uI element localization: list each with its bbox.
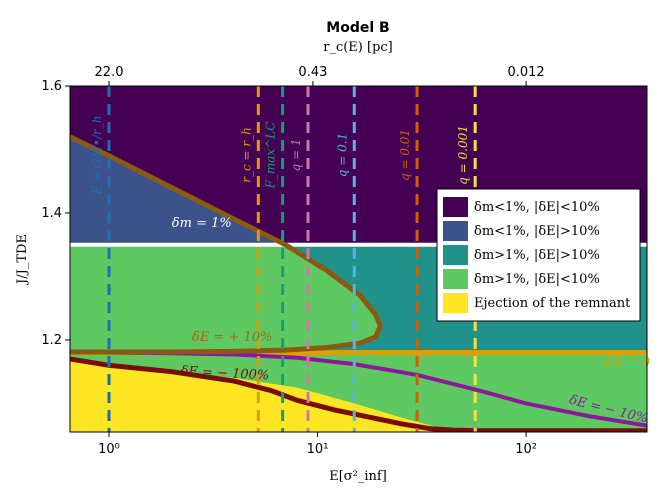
x-tick-label-0: 10⁰ [98,442,120,457]
x-tick-label-1: 10¹ [307,442,329,457]
legend-label-3: δm>1%, |δE|<10% [474,272,600,287]
legend-swatch-3 [443,269,468,289]
x-tick-label-2: 10² [515,442,537,457]
annotation-0: δm = 1% [172,216,232,231]
y-tick-label-2: 1.6 [41,79,62,94]
region-tongue-dm-gt1 [70,244,381,352]
vline-label-3: q = 1 [289,139,303,172]
de-plus10-curve [70,134,384,355]
legend-label-2: δm>1%, |δE|>10% [474,248,600,263]
y-tick-label-1: 1.4 [41,206,62,221]
legend-swatch-1 [443,221,468,241]
vline-label-1: r_c = r_h [239,127,253,183]
top-tick-label-2: 0.012 [507,65,544,80]
legend-swatch-0 [443,197,468,217]
axes-layer: 10⁰ 10¹ 10² 1.2 1.4 1.6 22.0 0.43 0.012 [41,65,648,457]
de-minus100-curve [70,356,647,432]
legend: δm<1%, |δE|<10% δm<1%, |δE|>10% δm>1%, |δE… [436,188,641,322]
plot-frame [69,85,648,433]
vline-label-5: q = 0.01 [398,129,412,181]
vline-label-0: E = GM•/r_h [90,116,104,196]
annotation-1: δE = + 10% [192,330,272,345]
annotation-2: δE = − 100% [180,364,269,384]
legend-label-0: δm<1%, |δE|<10% [474,200,600,215]
chart-title: Model B [326,20,389,36]
legend-swatch-2 [443,245,468,265]
legend-swatch-4 [443,293,468,313]
legend-label-1: δm<1%, |δE|>10% [474,224,600,239]
vline-label-2: F_max^LC [264,122,278,190]
top-axis-label: r_c(E) [pc] [323,40,393,55]
legend-box [436,188,641,322]
y-tick-label-0: 1.2 [41,333,62,348]
legend-label-4: Ejection of the remnant [474,296,631,311]
y-axis-label: J/J_TDE [15,234,30,286]
top-tick-label-0: 22.0 [95,65,124,80]
top-tick-label-1: 0.43 [298,65,327,80]
x-axis-label: E[σ²_inf] [329,469,387,484]
vline-label-4: q = 0.1 [335,133,349,177]
vline-label-6: q = 0.001 [456,125,470,185]
annotation-3: δE = 0 [605,356,650,371]
